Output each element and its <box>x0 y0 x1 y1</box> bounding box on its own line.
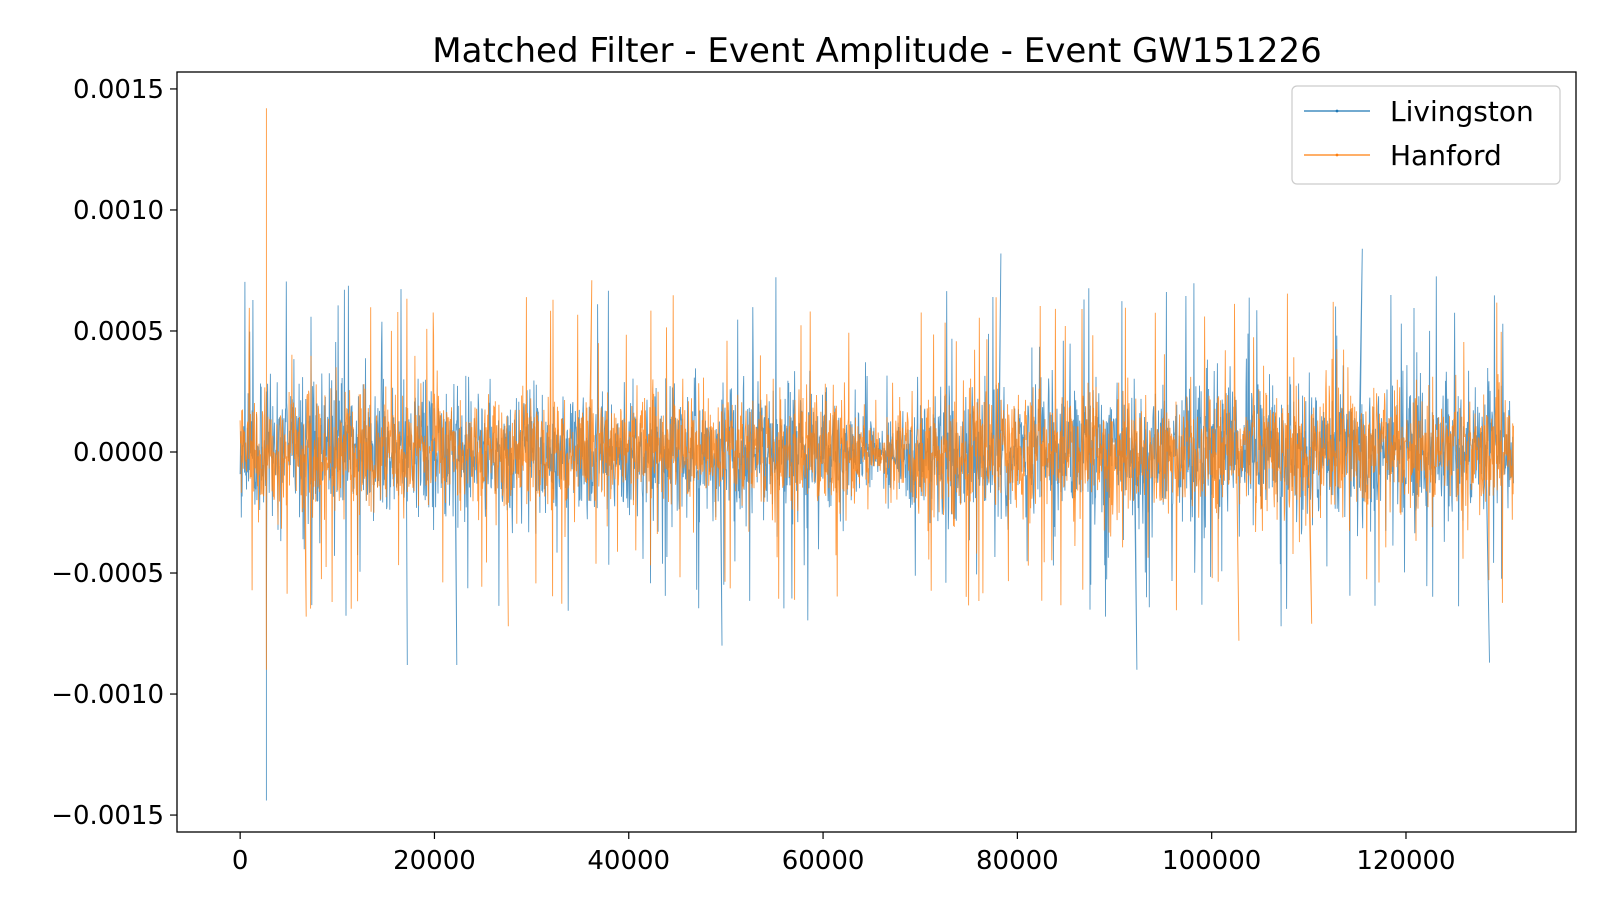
x-tick-label: 20000 <box>393 846 476 876</box>
series-line-hanford <box>239 108 1514 670</box>
x-axis: 0 20000 40000 60000 80000 100000 120000 <box>232 832 1456 876</box>
legend-marker-hanford <box>1335 153 1339 157</box>
y-tick-label: 0.0015 <box>73 75 164 105</box>
y-tick-label: −0.0010 <box>51 680 164 710</box>
x-tick-label: 100000 <box>1162 846 1261 876</box>
y-tick-label: 0.0010 <box>73 196 164 226</box>
legend-label-livingston: Livingston <box>1390 95 1534 128</box>
series-layer <box>239 108 1514 801</box>
x-tick-label: 40000 <box>587 846 670 876</box>
y-axis: −0.0015 −0.0010 −0.0005 0.0000 0.0005 0.0010 0… <box>51 75 177 831</box>
y-tick-label: −0.0005 <box>51 559 164 589</box>
y-tick-label: 0.0005 <box>73 317 164 347</box>
x-tick-label: 0 <box>232 846 249 876</box>
chart-title: Matched Filter - Event Amplitude - Event… <box>432 31 1321 71</box>
legend: Livingston Hanford <box>1291 85 1561 185</box>
x-tick-label: 120000 <box>1356 846 1455 876</box>
x-tick-label: 80000 <box>976 846 1059 876</box>
y-tick-label: 0.0000 <box>73 438 164 468</box>
legend-marker-livingston <box>1335 109 1339 113</box>
legend-label-hanford: Hanford <box>1390 139 1502 172</box>
x-tick-label: 60000 <box>782 846 865 876</box>
y-tick-label: −0.0015 <box>51 801 164 831</box>
